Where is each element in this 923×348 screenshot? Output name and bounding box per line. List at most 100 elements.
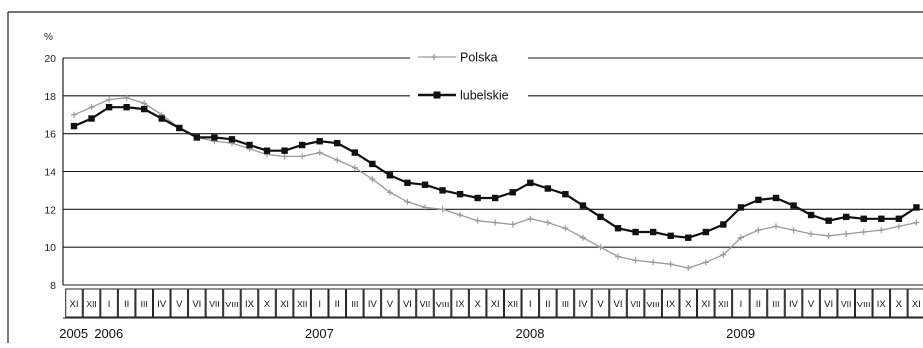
month-label-box: [574, 288, 592, 318]
data-point-lubelskie: [878, 215, 885, 222]
data-point-lubelskie: [404, 179, 411, 187]
legend: Polska lubelskie: [410, 48, 528, 104]
month-label: II: [124, 299, 129, 310]
data-point-polska: [579, 234, 586, 241]
data-point-polska: [755, 227, 762, 234]
month-label-box: [503, 288, 522, 318]
data-point-lubelskie: [720, 221, 727, 228]
month-label-box: [521, 288, 540, 318]
month-label-box: [170, 288, 189, 318]
month-label-box: [539, 288, 557, 318]
data-point-polska: [667, 261, 674, 268]
month-label: VI: [614, 299, 623, 310]
data-point-polska: [632, 257, 639, 264]
month-label: II: [756, 299, 761, 310]
month-label-box: [784, 288, 803, 318]
legend-swatch-marker: [433, 91, 441, 99]
month-label: X: [685, 299, 692, 310]
data-point-polska: [790, 227, 797, 234]
y-tick-label: 18: [44, 91, 56, 103]
month-label: V: [176, 299, 183, 310]
data-point-polska: [281, 153, 288, 160]
month-label-box: [609, 288, 627, 318]
month-label-box: [328, 288, 347, 318]
month-label: VII: [630, 299, 640, 309]
data-point-polska: [439, 206, 446, 213]
year-label: 2008: [516, 326, 545, 341]
y-tick-label: 20: [44, 53, 56, 65]
month-label-box: [468, 288, 487, 318]
month-label-box: [293, 288, 311, 318]
month-label-box: [205, 288, 224, 318]
data-point-polska: [474, 217, 481, 224]
data-point-lubelskie: [702, 228, 709, 236]
data-point-lubelskie: [632, 228, 639, 236]
month-label-box: [398, 288, 417, 318]
data-point-lubelskie: [421, 181, 429, 188]
month-label-box: [854, 288, 873, 318]
month-label: XI: [70, 299, 79, 310]
month-label-box: [135, 288, 153, 318]
data-point-lubelskie: [158, 115, 165, 122]
month-label-box: [591, 288, 610, 318]
y-axis-unit-label: %: [44, 32, 53, 43]
y-tick-label: 12: [44, 204, 56, 216]
month-label-box: [714, 288, 733, 318]
month-label: XII: [508, 299, 518, 309]
legend-box: [410, 86, 528, 104]
month-label-box: [749, 288, 768, 318]
year-label: 2005: [59, 326, 88, 341]
month-label-box: [433, 288, 452, 318]
data-point-polska: [773, 223, 779, 230]
data-point-lubelskie: [492, 194, 499, 202]
month-label: V: [597, 299, 604, 310]
data-point-lubelskie: [439, 187, 446, 194]
month-label: V: [387, 299, 394, 310]
data-point-polska: [597, 244, 604, 251]
month-label: V: [808, 299, 815, 310]
data-point-polska: [913, 219, 920, 226]
year-label: 2007: [305, 326, 334, 341]
month-label: IV: [578, 299, 588, 310]
data-point-lubelskie: [334, 139, 341, 147]
legend-box: [410, 48, 528, 66]
x-year-labels: 2005 2006 2007 2008 2009: [59, 326, 755, 341]
data-point-polska: [860, 229, 867, 236]
series-line-lubelskie: [73, 106, 918, 239]
year-label: 2009: [726, 326, 755, 341]
month-label-box: [556, 288, 575, 318]
data-point-polska: [843, 230, 850, 237]
data-point-polska: [106, 96, 113, 103]
month-label: VIII: [225, 300, 239, 309]
data-point-polska: [895, 223, 902, 230]
data-point-polska: [334, 157, 341, 164]
month-label: XI: [912, 299, 921, 310]
month-label: II: [545, 299, 550, 310]
month-label: VI: [192, 299, 201, 310]
data-point-lubelskie: [597, 213, 604, 221]
data-point-lubelskie: [246, 141, 253, 149]
y-tick-label: 8: [50, 280, 56, 292]
data-point-polska: [386, 189, 393, 196]
data-point-lubelskie: [228, 136, 236, 143]
month-label: VI: [403, 299, 412, 310]
month-label: I: [529, 299, 532, 310]
data-point-lubelskie: [105, 103, 113, 111]
month-label: XI: [280, 299, 289, 310]
month-label: III: [351, 299, 358, 309]
month-label: VII: [420, 299, 430, 309]
data-point-polska: [702, 259, 709, 266]
data-point-lubelskie: [88, 115, 95, 122]
data-point-lubelskie: [281, 147, 288, 154]
month-label-box: [65, 288, 83, 318]
y-tick-label: 14: [44, 167, 56, 179]
month-label-box: [310, 288, 329, 318]
data-point-lubelskie: [176, 124, 183, 132]
month-label-box: [416, 288, 434, 318]
y-tick-label: 10: [44, 242, 56, 254]
month-label: III: [141, 299, 148, 309]
data-point-lubelskie: [667, 232, 674, 240]
y-tick-label: 16: [44, 129, 56, 141]
